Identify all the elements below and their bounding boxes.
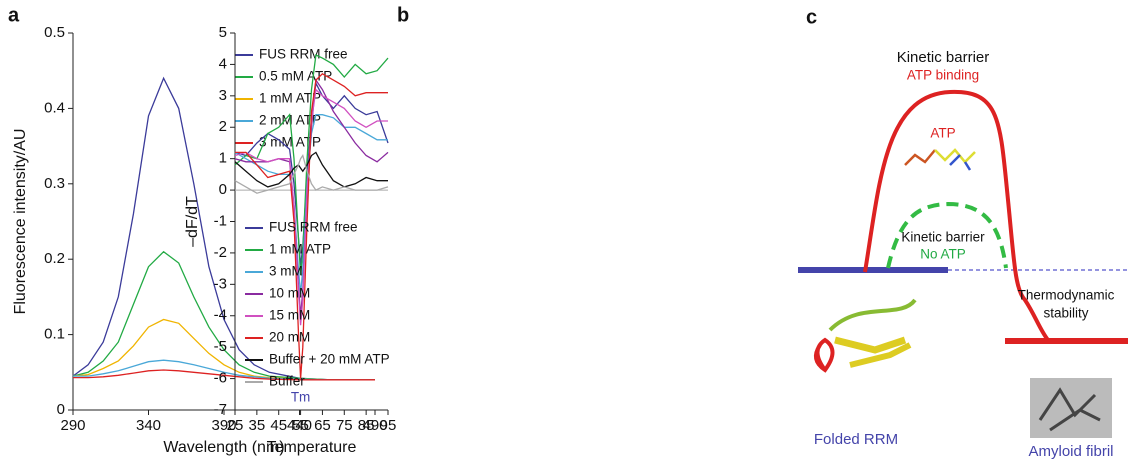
legend-label: 0.5 mM ATP <box>259 69 332 84</box>
x-tick-label: 440 <box>287 417 312 434</box>
y-tick-label: 0.5 <box>44 24 65 41</box>
y-tick-label: 1 <box>219 150 227 167</box>
series-line <box>72 76 375 381</box>
y-tick-label: -2 <box>214 244 227 261</box>
diagram: c Kinetic barrier ATP binding ATP Kineti… <box>798 6 1128 460</box>
legend-label: FUS RRM free <box>259 47 348 62</box>
y-tick-label: -4 <box>214 307 227 324</box>
panel-label: b <box>397 4 409 26</box>
x-tick-label: 95 <box>380 417 397 434</box>
series-line <box>234 88 388 326</box>
y-tick-label: 5 <box>219 24 227 41</box>
series-line <box>235 72 388 379</box>
series-line <box>234 153 389 194</box>
thermo-label: Thermodynamic <box>1018 288 1115 303</box>
y-tick-label: 0.3 <box>44 175 65 192</box>
barrier-atp-label: ATP binding <box>907 68 979 83</box>
protein-structure <box>814 298 917 373</box>
no-atp-label: No ATP <box>920 247 966 262</box>
series-line <box>73 369 375 381</box>
legend-label: 10 mM <box>269 286 310 301</box>
thermo-label: stability <box>1043 306 1088 321</box>
fibril-strands <box>1038 387 1101 432</box>
panel-label: c <box>806 6 817 28</box>
x-tick-label: 55 <box>292 417 309 434</box>
y-tick-label: 0.2 <box>44 250 65 267</box>
x-tick-label: 85 <box>358 417 375 434</box>
y-tick-label: -5 <box>214 338 227 355</box>
series-line <box>72 250 375 381</box>
barrier-title-2: Kinetic barrier <box>901 230 985 245</box>
series-line <box>73 359 375 381</box>
y-tick-label: 0 <box>219 181 227 198</box>
x-tick-label: 65 <box>314 417 331 434</box>
legend-label: 3 mM ATP <box>259 135 321 150</box>
y-axis-label: –dF/dT <box>184 196 201 247</box>
y-tick-label: 0 <box>57 401 65 418</box>
legend-label: 20 mM <box>269 330 310 345</box>
legend-label: Buffer + 20 mM ATP <box>269 352 390 367</box>
y-tick-label: 3 <box>219 87 227 104</box>
series-line <box>234 54 389 275</box>
fibril-label: Amyloid fibril <box>1028 443 1113 460</box>
x-tick-label: 25 <box>227 417 244 434</box>
barrier-atp <box>863 89 1050 342</box>
series-line <box>234 151 388 188</box>
y-tick-label: -6 <box>214 370 227 387</box>
y-tick-label: 2 <box>219 118 227 135</box>
legend-label: 15 mM <box>269 308 310 323</box>
legend-label: Buffer <box>269 374 305 389</box>
folded-label: Folded RRM <box>814 431 898 448</box>
y-tick-label: -1 <box>214 212 227 229</box>
x-tick-label: 490 <box>362 417 387 434</box>
ligand-label: ATP <box>930 126 955 141</box>
legend-label: 1 mM ATP <box>259 91 321 106</box>
x-tick-label: 35 <box>249 417 266 434</box>
x-tick-label: 340 <box>136 417 161 434</box>
x-tick-label: 45 <box>270 417 287 434</box>
y-tick-label: -3 <box>214 275 227 292</box>
y-tick-label: -7 <box>214 401 227 418</box>
panel-label: a <box>8 4 20 26</box>
barrier-no-atp <box>886 201 1008 269</box>
x-tick-label: 390 <box>211 417 236 434</box>
x-axis-label: Wavelength (nm) <box>163 439 284 456</box>
x-tick-label: 290 <box>60 417 85 434</box>
annotation: Tm <box>291 390 311 405</box>
x-axis-label: Temperature <box>267 439 357 456</box>
y-tick-label: 0.1 <box>44 326 65 343</box>
x-tick-label: 75 <box>336 417 353 434</box>
y-tick-label: 0.4 <box>44 99 65 116</box>
atp-molecule <box>904 148 976 171</box>
legend-label: FUS RRM free <box>269 220 358 235</box>
legend-label: 1 mM ATP <box>269 242 331 257</box>
legend-label: 3 mM <box>269 264 303 279</box>
barrier-title: Kinetic barrier <box>897 49 990 66</box>
y-axis-label: Fluorescence intensity/AU <box>12 129 29 315</box>
y-tick-label: 4 <box>219 55 227 72</box>
